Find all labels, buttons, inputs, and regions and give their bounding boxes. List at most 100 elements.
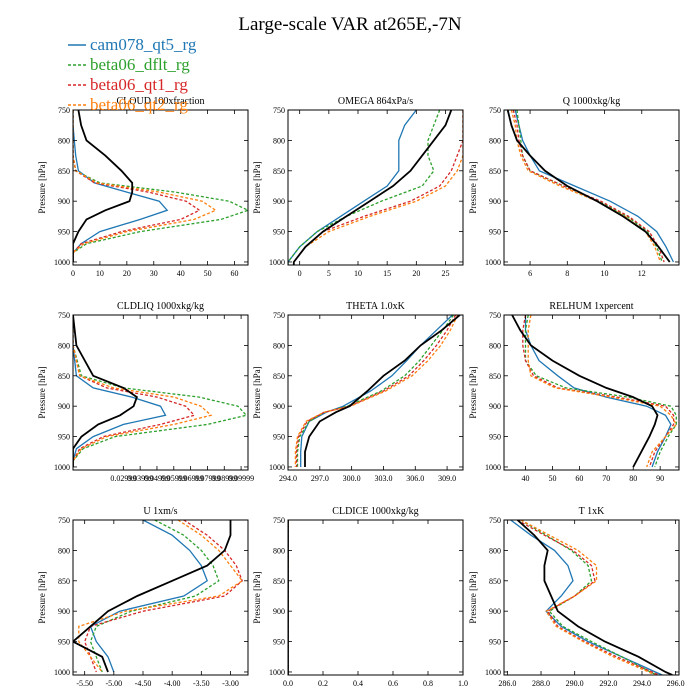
y-tick-label: 950 xyxy=(273,638,285,647)
y-tick-label: 750 xyxy=(273,516,285,525)
y-tick-label: 900 xyxy=(273,402,285,411)
series-line-beta06_qt1_rg xyxy=(293,110,463,265)
legend-label: beta06_qt2_rg xyxy=(90,95,188,114)
panel-3: Q 1000xkg/kg Pressure [hPa] 750 800 850 900 95… xyxy=(468,96,680,278)
series-line-beta06_qt2_rg xyxy=(510,110,662,263)
x-tick-label: 90 xyxy=(656,474,664,483)
panel-9: T 1xK Pressure [hPa] 750 800 850 900 950 1000 28… xyxy=(468,506,685,688)
x-tick-label: 30 xyxy=(150,269,158,278)
legend-item: beta06_qt2_rg xyxy=(68,95,188,114)
series-line-beta06_qt2_rg xyxy=(294,315,459,467)
x-tick-label: 0.04999 xyxy=(144,474,170,483)
x-tick-label: 60 xyxy=(231,269,239,278)
panel-title: Q 1000xkg/kg xyxy=(563,96,621,107)
x-tick-label: 40 xyxy=(177,269,185,278)
y-tick-label: 750 xyxy=(273,311,285,320)
plot-frame xyxy=(503,519,680,676)
y-tick-label: 950 xyxy=(489,433,501,442)
series-line-beta06_dflt_rg xyxy=(73,315,248,467)
x-tick-label: 292.0 xyxy=(599,679,617,688)
x-tick-label: 10 xyxy=(96,269,104,278)
series-line-reference xyxy=(304,315,461,467)
y-tick-label: 800 xyxy=(273,136,285,145)
panel-4: CLDLIQ 1000xkg/kg Pressure [hPa] 750 800 850… xyxy=(37,301,254,483)
series-line-reference xyxy=(292,110,453,265)
y-tick-label: 1000 xyxy=(54,463,70,472)
x-tick-label: 0.03999 xyxy=(127,474,153,483)
series-line-beta06_dflt_rg xyxy=(296,315,455,467)
panel-6: RELHUM 1xpercent Pressure [hPa] 750 800 850 9… xyxy=(468,301,680,483)
plot-frame xyxy=(72,314,249,471)
y-tick-label: 750 xyxy=(489,516,501,525)
panel-1: CLOUD 100xfraction Pressure [hPa] 750 800 85… xyxy=(37,96,249,278)
figure-title: Large-scale VAR at265E,-7N xyxy=(238,14,461,35)
plot-frame xyxy=(72,519,249,676)
y-tick-label: 850 xyxy=(273,577,285,586)
plot-frame xyxy=(287,314,464,471)
x-tick-label: 70 xyxy=(602,474,610,483)
series-line-beta06_dflt_rg xyxy=(520,520,658,675)
x-tick-label: 0.4 xyxy=(353,679,363,688)
series-line-cam078_qt5_rg xyxy=(73,110,169,262)
y-tick-label: 850 xyxy=(273,167,285,176)
y-tick-label: 900 xyxy=(489,402,501,411)
x-tick-label: 1.0 xyxy=(458,679,468,688)
y-axis-label: Pressure [hPa] xyxy=(468,571,478,623)
plot-frame xyxy=(503,314,680,471)
x-tick-label: 297.0 xyxy=(311,474,329,483)
series-line-beta06_qt1_rg xyxy=(512,110,665,263)
series-line-cam078_qt5_rg xyxy=(73,315,167,467)
x-tick-label: 50 xyxy=(204,269,212,278)
series-line-cam078_qt5_rg xyxy=(89,520,208,673)
series-line-reference xyxy=(73,315,138,467)
x-tick-label: 294.0 xyxy=(633,679,651,688)
y-tick-label: 1000 xyxy=(269,258,285,267)
series-line-beta06_dflt_rg xyxy=(524,315,677,468)
legend-item: cam078_qt5_rg xyxy=(68,35,197,54)
y-tick-label: 800 xyxy=(489,136,501,145)
legend-label: beta06_qt1_rg xyxy=(90,75,188,94)
y-tick-label: 900 xyxy=(489,607,501,616)
x-tick-label: -3.00 xyxy=(222,679,239,688)
y-axis-label: Pressure [hPa] xyxy=(37,571,47,623)
legend: cam078_qt5_rgbeta06_dflt_rgbeta06_qt1_rg… xyxy=(68,35,197,114)
plot-frame xyxy=(287,109,464,266)
y-tick-label: 950 xyxy=(489,638,501,647)
legend-label: cam078_qt5_rg xyxy=(90,35,197,54)
series-line-cam078_qt5_rg xyxy=(524,315,672,468)
legend-item: beta06_dflt_rg xyxy=(68,55,190,74)
y-axis-label: Pressure [hPa] xyxy=(468,366,478,418)
y-tick-label: 850 xyxy=(489,372,501,381)
x-tick-label: 12 xyxy=(638,269,646,278)
y-tick-label: 750 xyxy=(58,516,70,525)
plot-frame xyxy=(287,519,464,676)
x-tick-label: 0.06999 xyxy=(178,474,204,483)
x-tick-label: 25 xyxy=(442,269,450,278)
y-tick-label: 1000 xyxy=(485,463,501,472)
y-axis-label: Pressure [hPa] xyxy=(468,161,478,213)
y-tick-label: 850 xyxy=(489,577,501,586)
series-line-cam078_qt5_rg xyxy=(510,520,663,675)
x-tick-label: 0.07999 xyxy=(194,474,220,483)
series-line-cam078_qt5_rg xyxy=(514,110,674,263)
series-line-beta06_qt2_rg xyxy=(73,315,213,467)
x-tick-label: 0.0 xyxy=(283,679,293,688)
series-line-beta06_qt1_rg xyxy=(73,110,201,262)
x-tick-label: 50 xyxy=(548,474,556,483)
panel-title: RELHUM 1xpercent xyxy=(549,301,633,312)
x-tick-label: 10 xyxy=(601,269,609,278)
y-tick-label: 800 xyxy=(273,546,285,555)
x-tick-label: 40 xyxy=(522,474,530,483)
y-tick-label: 950 xyxy=(489,228,501,237)
x-tick-label: -5.50 xyxy=(76,679,93,688)
y-tick-label: 900 xyxy=(489,197,501,206)
plot-frame xyxy=(72,109,249,266)
y-axis-label: Pressure [hPa] xyxy=(37,366,47,418)
panel-title: THETA 1.0xK xyxy=(346,301,405,312)
x-tick-label: 20 xyxy=(123,269,131,278)
x-tick-label: 60 xyxy=(575,474,583,483)
x-tick-label: 0 xyxy=(71,269,75,278)
x-tick-label: 0.2 xyxy=(318,679,328,688)
y-tick-label: 900 xyxy=(58,607,70,616)
